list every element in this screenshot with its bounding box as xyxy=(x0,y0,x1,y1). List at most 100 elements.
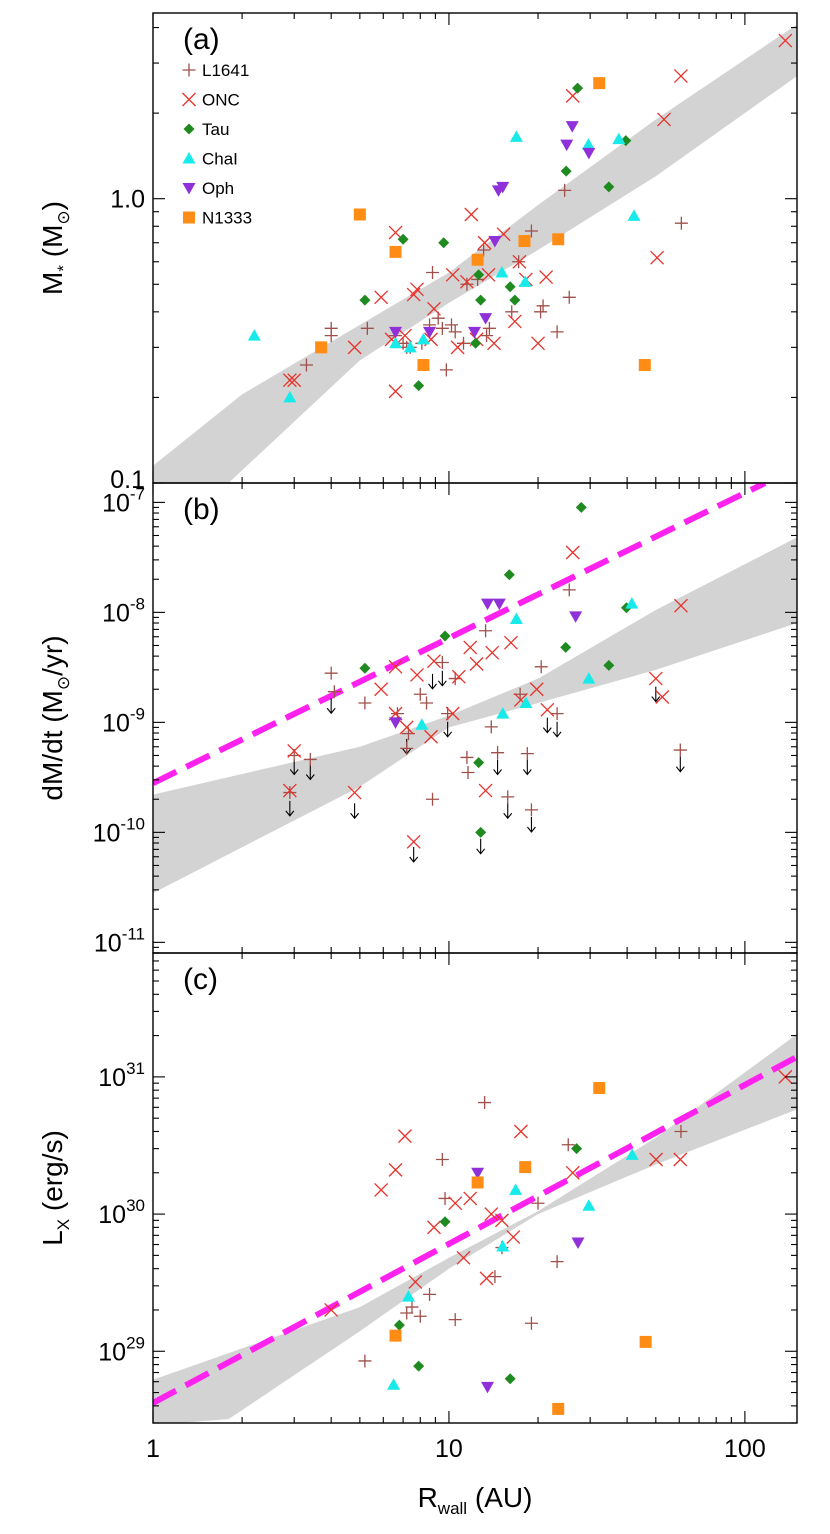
data-point xyxy=(479,624,493,638)
data-point xyxy=(388,225,403,240)
data-point xyxy=(408,1275,423,1289)
y-tick-label: 1031 xyxy=(98,1059,145,1092)
panel-2: 1029 1030 1031 1 10 100 (c) LX (erg/s) Rwall (AU… xyxy=(37,952,798,1518)
data-point xyxy=(539,270,554,285)
data-point xyxy=(397,233,409,245)
data-point xyxy=(478,1096,492,1110)
data-point xyxy=(445,267,460,282)
plot-area-2 xyxy=(153,1034,797,1423)
data-point xyxy=(657,112,671,127)
data-point xyxy=(648,671,663,686)
data-point xyxy=(387,1378,401,1390)
upper-limit-arrow xyxy=(326,698,336,715)
data-point xyxy=(507,314,522,329)
data-point xyxy=(481,267,496,282)
data-point xyxy=(531,336,545,351)
y-axis-label: LX (erg/s) xyxy=(37,1130,73,1246)
data-point xyxy=(358,696,372,710)
legend: L1641 ONC Tau ChaI Oph N1333 xyxy=(182,61,252,228)
data-point xyxy=(473,757,485,769)
upper-limit-arrow xyxy=(305,764,315,781)
legend-marker xyxy=(182,63,196,77)
y-tick-label: 10-8 xyxy=(102,594,145,627)
upper-limit-arrow xyxy=(542,717,552,734)
data-point xyxy=(471,1167,485,1180)
data-point xyxy=(299,358,313,372)
data-point xyxy=(478,783,493,798)
legend-label: L1641 xyxy=(202,61,249,80)
y-tick-label: 1030 xyxy=(98,1196,145,1229)
legend-marker xyxy=(182,152,196,164)
data-point xyxy=(674,1124,688,1138)
data-point xyxy=(451,669,466,684)
data-point xyxy=(360,321,374,335)
data-point xyxy=(501,790,515,804)
data-point xyxy=(460,750,474,764)
data-point xyxy=(456,1250,471,1265)
plot-frame xyxy=(152,952,798,1424)
legend-marker xyxy=(182,92,196,107)
confidence-band xyxy=(153,537,797,894)
data-point xyxy=(324,321,338,335)
data-point xyxy=(415,718,429,730)
data-point xyxy=(413,1360,425,1372)
series-ONC xyxy=(324,1069,793,1317)
data-point xyxy=(359,294,371,306)
y-tick-label: 1.0 xyxy=(110,186,145,214)
data-point xyxy=(315,341,328,354)
data-point xyxy=(638,359,651,372)
data-point xyxy=(593,1081,606,1094)
x-tick-label: 100 xyxy=(724,1435,766,1463)
data-point xyxy=(400,1306,414,1320)
data-point xyxy=(506,1230,521,1245)
data-point xyxy=(673,1152,688,1167)
y-tick-label: 0.1 xyxy=(110,466,145,494)
data-point xyxy=(485,645,500,660)
data-point xyxy=(324,666,338,680)
data-point xyxy=(625,597,639,609)
data-point xyxy=(388,1162,403,1177)
fit-line xyxy=(153,483,767,786)
data-point xyxy=(571,1237,585,1250)
data-point xyxy=(649,1152,664,1167)
panel-0: 0.1 1.0 (a) M* (M⊙) L1641 ONC Tau ChaI Oph N1333 xyxy=(37,12,798,494)
series-ONC xyxy=(282,33,793,399)
panel-label: (b) xyxy=(183,493,220,526)
data-point xyxy=(524,1316,538,1330)
data-point xyxy=(484,720,498,734)
data-point xyxy=(503,569,515,581)
data-point xyxy=(347,340,362,355)
data-point xyxy=(438,237,450,249)
data-point xyxy=(353,208,366,221)
data-point xyxy=(287,743,302,758)
legend-marker xyxy=(183,211,195,224)
legend-label: Tau xyxy=(202,120,229,139)
data-point xyxy=(439,630,451,642)
data-point xyxy=(480,329,494,343)
series-N1333 xyxy=(315,77,651,372)
data-point xyxy=(445,706,460,721)
panel-label: (a) xyxy=(183,23,220,56)
upper-limit-arrow xyxy=(285,800,295,817)
data-point xyxy=(475,294,487,306)
data-point xyxy=(491,746,505,760)
data-point xyxy=(524,803,538,817)
data-point xyxy=(400,741,414,755)
data-point xyxy=(324,1303,339,1317)
data-point xyxy=(389,1329,402,1342)
data-point xyxy=(403,340,417,353)
data-point xyxy=(426,266,440,280)
data-point xyxy=(471,1176,484,1189)
data-point xyxy=(283,786,297,800)
upper-limit-arrow xyxy=(289,759,299,776)
data-point xyxy=(427,654,441,669)
data-point xyxy=(550,1255,564,1269)
y-axis-label: dM/dt (M⊙/yr) xyxy=(37,635,73,800)
upper-limit-arrow xyxy=(552,721,562,738)
data-point xyxy=(448,1313,462,1327)
data-point xyxy=(482,321,496,335)
upper-limit-arrow xyxy=(522,759,532,776)
data-point xyxy=(359,662,371,674)
data-point xyxy=(534,660,548,674)
